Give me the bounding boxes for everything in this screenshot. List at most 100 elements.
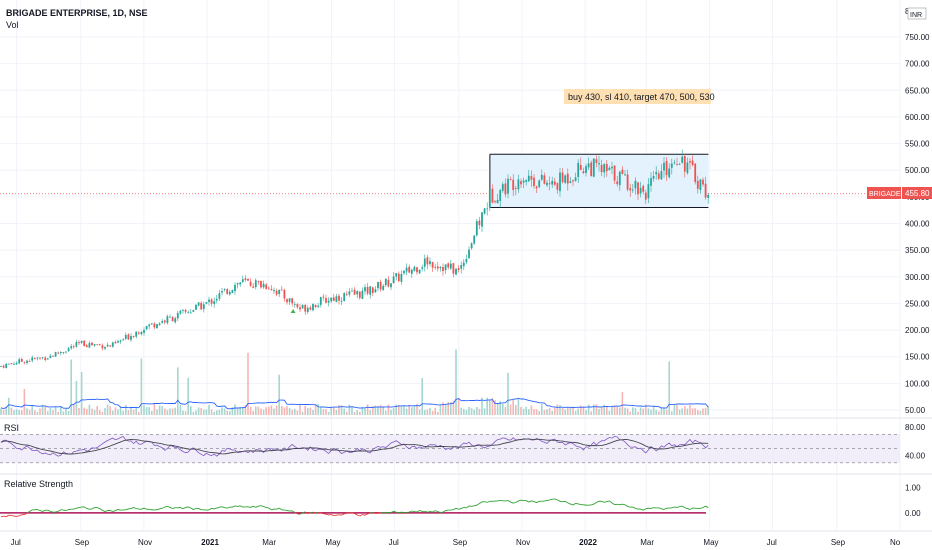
volume-bar [647,408,650,415]
candle-body [49,355,52,358]
candle-body [291,298,294,304]
candle-body [338,295,340,301]
rs-segment [474,504,477,507]
rs-segment [182,507,186,510]
candle-body [252,286,255,288]
volume-bar [47,411,49,415]
volume-bar [639,407,642,415]
volume-bar [387,404,390,415]
volume-bar [244,405,247,415]
candle-body [23,362,26,364]
volume-bar [460,407,462,415]
volume-bar [234,404,236,415]
rs-segment [247,506,251,508]
candle-body [299,307,301,310]
candle-body [153,323,156,328]
rs-segment [419,510,423,512]
annotation-text[interactable]: buy 430, sl 410, target 470, 500, 530 [568,92,715,102]
candle-body [460,265,463,269]
volume-bar [424,410,426,415]
rs-segment [604,501,607,503]
volume-bar [595,404,598,415]
rs-segment [507,500,511,503]
candle-body [691,160,694,165]
volume-bar [236,407,239,415]
candle-body [31,357,34,361]
candle-body [590,162,593,177]
volume-bar [257,406,260,415]
volume-bar [288,407,291,415]
rs-segment [554,498,558,501]
volume-bar [551,411,553,415]
volume-bar [322,409,325,415]
candle-body [468,249,470,259]
volume-bar [608,410,611,415]
candle-body [426,257,429,265]
candle-body [319,297,322,305]
rs-segment [536,500,540,504]
candle-body [88,343,91,348]
volume-bar [335,409,338,415]
candle-body [96,344,99,346]
candle-body [374,289,377,293]
rs-segment [234,505,238,507]
rs-segment [684,507,688,509]
candle-body [208,299,210,302]
volume-bar [372,405,374,415]
candle-body [496,199,499,204]
rsi-tick-label: 40.00 [905,452,926,461]
candle-body [566,173,569,184]
rs-segment [671,506,675,509]
rs-segment [47,509,51,512]
candle-body [158,323,161,325]
rs-segment [320,512,324,515]
rs-segment [99,508,103,511]
rs-segment [125,508,129,511]
volume-bar [634,408,637,415]
volume-bar [223,408,226,415]
candle-body [707,194,710,198]
candle-body [265,284,268,289]
volume-bar [91,408,93,415]
volume-bar [624,407,626,415]
rs-segment [593,502,597,505]
currency-badge[interactable] [907,7,927,20]
x-tick-label: Jul [767,538,777,547]
candle-body [174,318,177,323]
volume-bar [699,411,702,415]
candle-body [629,188,632,191]
volume-bar [273,408,275,415]
candle-body [192,310,195,312]
currency-label: INR [910,12,922,19]
rs-segment [487,500,490,503]
candle-body [699,179,702,190]
candle-body [280,289,283,291]
volume-bar [184,411,187,415]
candle-body [650,178,652,186]
y-tick-label: 650.00 [905,86,930,95]
rs-segment [29,509,33,512]
candle-body [234,284,236,292]
candle-body [124,334,127,339]
x-tick-label: May [703,538,718,547]
volume-bar [613,405,616,415]
volume-bar [208,404,210,415]
candle-body [595,159,598,163]
volume-bar [41,404,44,415]
rs-segment [86,508,90,510]
volume-bar [645,404,647,415]
candle-body [286,299,288,303]
candle-body [455,268,457,275]
y-tick-label: 100.00 [905,379,930,388]
candle-body [644,192,647,200]
volume-bar [361,406,364,415]
y-tick-label: 700.00 [905,60,930,69]
volume-bar [663,407,665,415]
candle-body [137,332,140,334]
candle-body [483,208,486,214]
rs-segment [549,498,553,501]
rs-segment [393,510,397,513]
candle-body [462,262,465,267]
candle-body [62,352,65,353]
volume-bar [252,411,254,415]
